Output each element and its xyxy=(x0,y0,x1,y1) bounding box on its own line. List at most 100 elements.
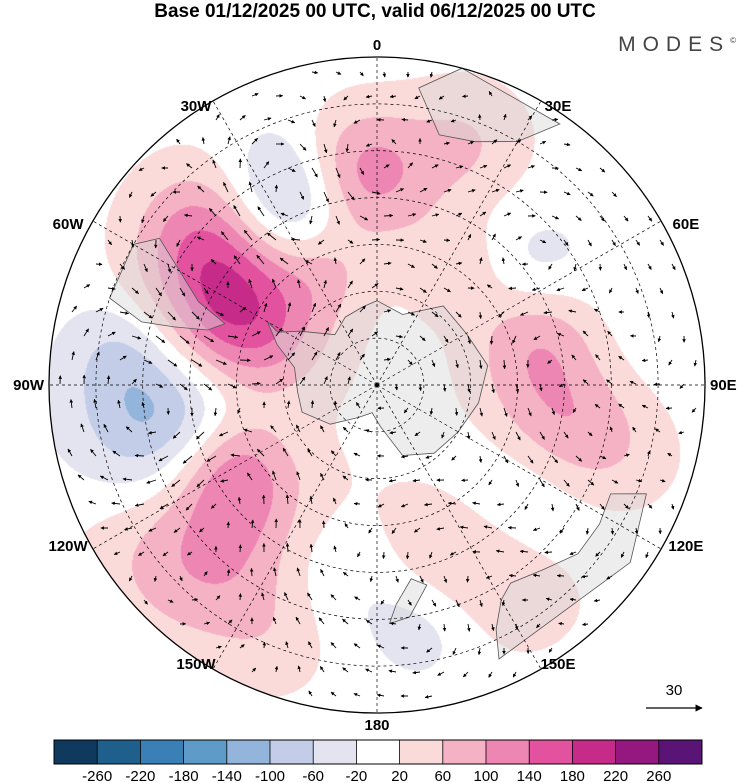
wind-vector xyxy=(365,619,373,625)
wind-vector xyxy=(353,452,361,457)
wind-vector xyxy=(424,502,433,507)
wind-vector xyxy=(251,331,261,337)
wind-vector xyxy=(179,287,186,297)
wind-vector xyxy=(659,478,666,483)
colorbar-swatch xyxy=(97,740,141,764)
wind-vector xyxy=(395,334,403,339)
wind-vector xyxy=(77,474,85,481)
wind-vector xyxy=(548,263,553,270)
wind-vector xyxy=(503,113,507,121)
wind-vector xyxy=(191,597,199,602)
wind-vector xyxy=(271,278,277,289)
wind-vector xyxy=(107,239,112,246)
south-america xyxy=(109,237,226,331)
wind-vector xyxy=(206,455,217,462)
wind-vector xyxy=(512,335,517,344)
wind-vector xyxy=(359,167,365,175)
longitude-label: 150E xyxy=(540,656,575,673)
wind-vector xyxy=(185,503,193,511)
wind-vector xyxy=(117,399,121,409)
wind-vector xyxy=(371,331,379,337)
wind-vector xyxy=(455,212,463,217)
wind-vector xyxy=(311,119,316,127)
wind-vector xyxy=(557,332,565,337)
colorbar-tick-label: 260 xyxy=(646,768,671,783)
wind-vector xyxy=(210,503,217,509)
wind-vector xyxy=(220,231,229,241)
wind-vector xyxy=(285,542,290,553)
wind-vector xyxy=(150,191,157,197)
wind-vector xyxy=(641,358,649,363)
wind-vector xyxy=(119,311,129,315)
wind-vector xyxy=(568,309,577,313)
wind-vector xyxy=(575,167,583,172)
wind-vector xyxy=(143,263,148,273)
meridian xyxy=(212,384,378,670)
wind-vector xyxy=(569,551,577,555)
wind-vector xyxy=(618,355,625,361)
wind-vector xyxy=(496,502,505,507)
wind-vector xyxy=(333,119,337,128)
latitude-circle xyxy=(95,103,659,667)
colorbar-swatch xyxy=(54,740,98,764)
wind-vector xyxy=(491,188,500,193)
wind-vector xyxy=(226,521,231,529)
wind-vector xyxy=(196,236,205,241)
wind-vector xyxy=(262,641,267,649)
wind-vector xyxy=(486,284,493,289)
wind-vector xyxy=(330,642,337,649)
wind-vector xyxy=(563,239,569,246)
wind-vector xyxy=(488,91,493,97)
meridian xyxy=(92,384,378,550)
wind-vector xyxy=(478,311,483,319)
latitude-circle xyxy=(282,290,472,480)
wind-vector xyxy=(359,71,364,77)
wind-vector xyxy=(502,359,507,370)
wind-vector xyxy=(383,309,392,313)
colorbar-tick-label: 180 xyxy=(560,768,585,783)
wind-vector xyxy=(201,137,206,145)
wind-vector xyxy=(544,550,553,555)
wind-vector xyxy=(93,398,97,409)
wind-vector xyxy=(575,215,582,221)
wind-vector xyxy=(563,142,571,147)
wind-vector xyxy=(67,448,73,457)
wind-vector xyxy=(512,671,517,678)
wind-vector xyxy=(290,237,301,242)
wind-vector xyxy=(407,599,412,606)
wind-vector xyxy=(272,616,277,625)
wind-vector xyxy=(111,501,121,506)
wind-vector xyxy=(203,335,215,343)
wind-vector xyxy=(407,162,414,169)
wind-vector xyxy=(679,383,685,389)
wind-vector xyxy=(581,574,589,579)
wind-vector xyxy=(442,383,447,392)
meridian xyxy=(376,100,542,386)
wind-vector xyxy=(333,257,338,265)
wind-vector xyxy=(131,287,139,294)
wind-vector xyxy=(431,311,439,318)
wind-vector xyxy=(274,665,279,673)
wind-vector xyxy=(270,425,277,433)
wind-vector xyxy=(582,622,589,627)
wind-vector xyxy=(233,205,241,217)
wind-vector xyxy=(257,206,265,217)
wind-vector xyxy=(645,551,649,559)
new-zealand xyxy=(388,578,428,625)
wind-vector xyxy=(657,335,662,343)
wind-vector xyxy=(266,232,277,241)
wind-vector xyxy=(634,527,639,535)
wind-vector xyxy=(311,351,318,361)
wind-vector xyxy=(467,189,476,193)
wind-vector xyxy=(641,404,649,409)
longitude-label: 180 xyxy=(364,717,389,734)
wind-vector xyxy=(670,503,675,510)
wind-vector xyxy=(558,621,565,626)
longitude-label: 0 xyxy=(373,37,381,54)
wind-vector xyxy=(333,497,337,505)
wind-vector xyxy=(141,215,145,224)
wind-vector xyxy=(287,167,296,173)
wind-vector xyxy=(71,351,75,361)
wind-vector xyxy=(167,311,176,321)
wind-vector xyxy=(359,305,366,313)
